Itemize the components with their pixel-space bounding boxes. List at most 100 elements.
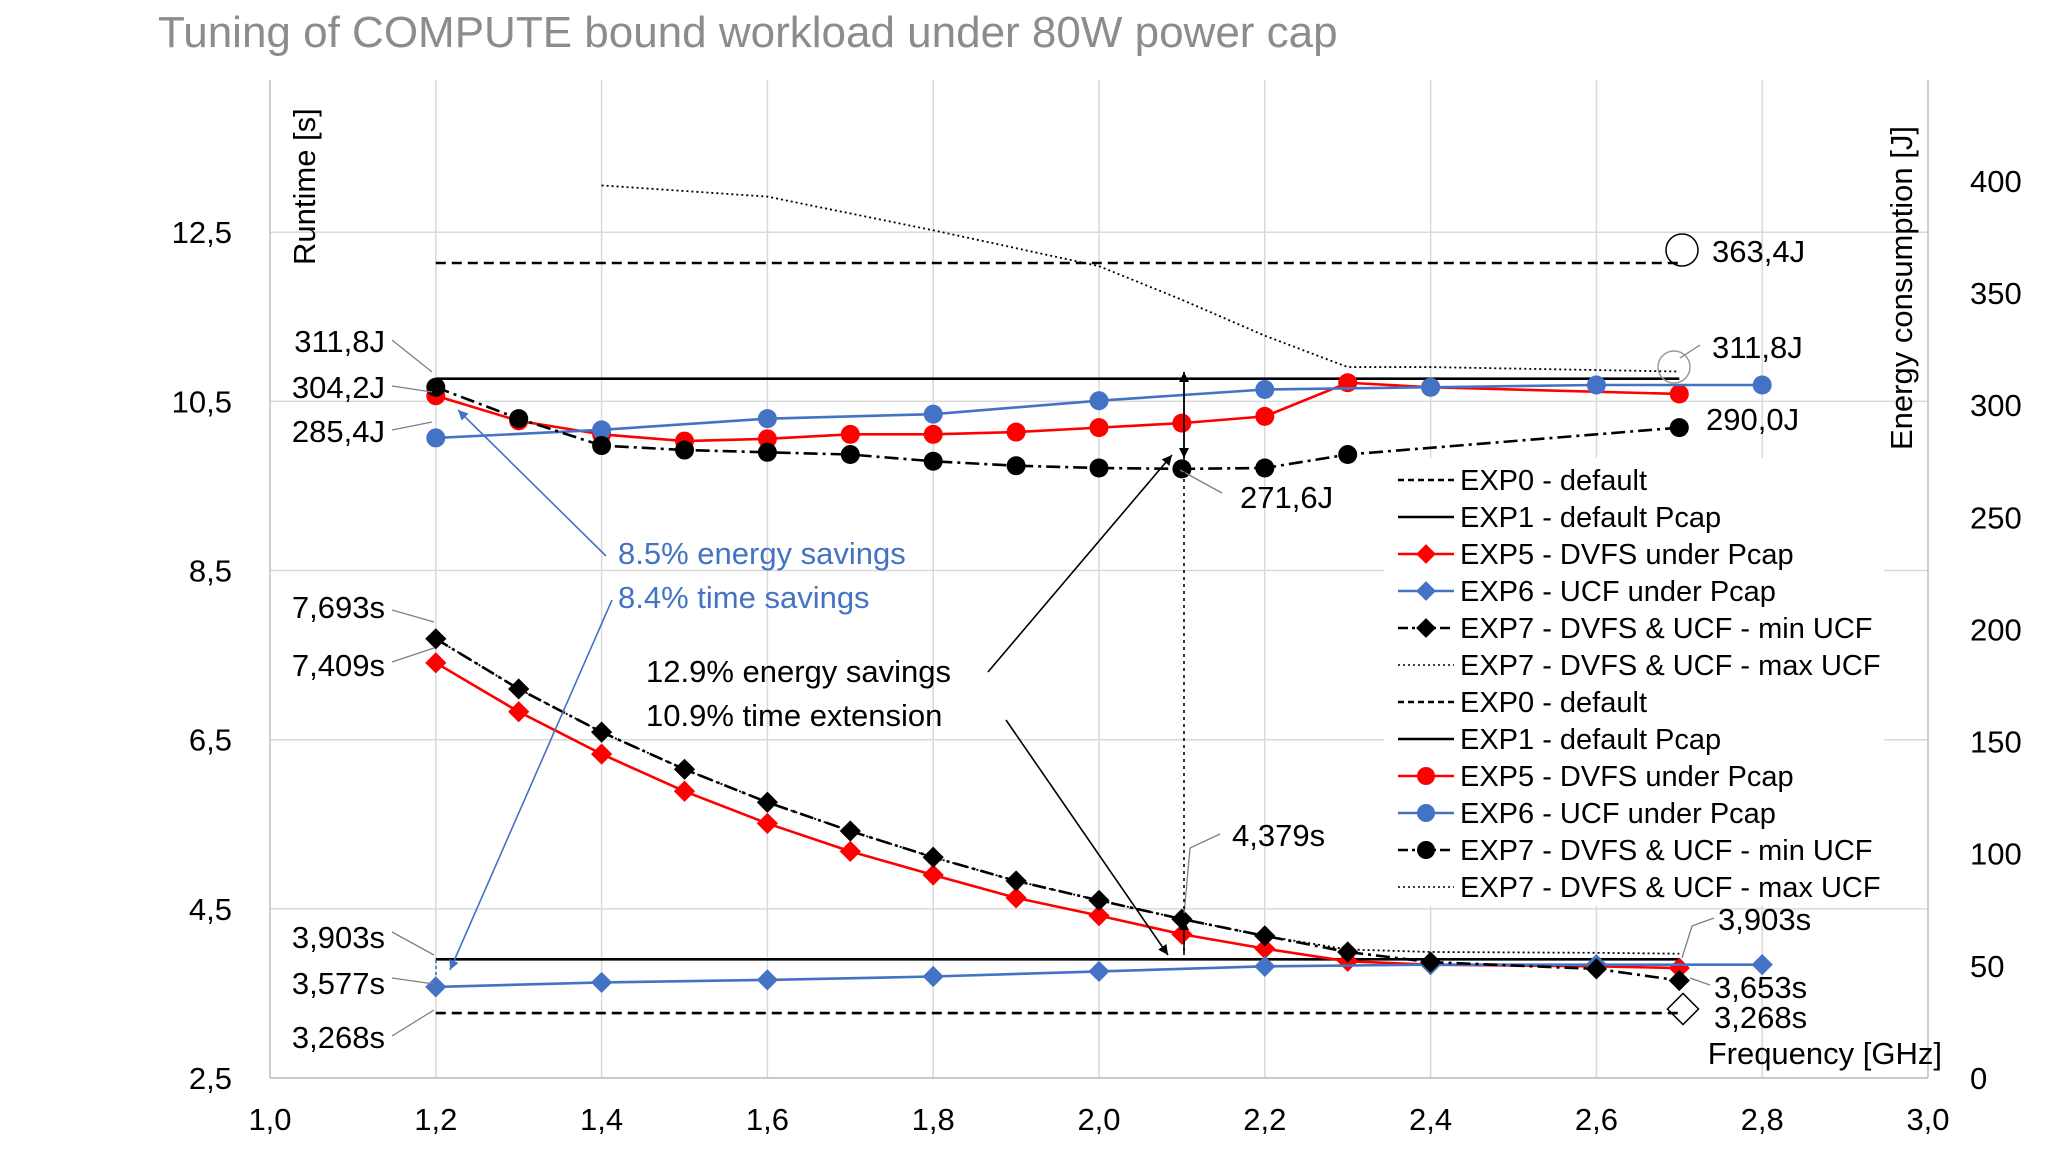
- data-point: [1006, 456, 1026, 476]
- x-tick-label: 1,4: [580, 1102, 623, 1137]
- data-point: [592, 420, 612, 440]
- data-point: [1752, 375, 1772, 395]
- data-point: [1255, 379, 1275, 399]
- legend-background: [1384, 458, 1884, 906]
- data-point: [1089, 418, 1109, 438]
- marker-circle-311: [1657, 350, 1691, 384]
- annotation-leaders: [391, 339, 1715, 1037]
- x-tick-label: 2,0: [1077, 1102, 1120, 1137]
- label-3-577s: 3,577s: [292, 966, 385, 1001]
- label-3-653s: 3,653s: [1714, 970, 1807, 1005]
- legend-swatch-marker: [1417, 767, 1435, 785]
- data-point: [1255, 458, 1275, 478]
- legend-label: EXP7 - DVFS & UCF - min UCF: [1460, 613, 1873, 645]
- series-group: [425, 184, 1773, 1015]
- label-black-energy-savings: 12.9% energy savings: [646, 654, 951, 689]
- legend-swatch-marker: [1417, 804, 1435, 822]
- series-exp5-dvfs-under-pcap: [426, 373, 1689, 451]
- label-black-time-extension: 10.9% time extension: [646, 698, 942, 733]
- series-line: [601, 184, 1680, 373]
- y2-axis-title: Energy consumption [J]: [1884, 126, 1919, 450]
- y-tick-label: 2,5: [189, 1061, 232, 1096]
- label-3-268s-right: 3,268s: [1714, 1000, 1807, 1035]
- legend-swatch-marker: [1416, 618, 1436, 638]
- label-271-6j: 271,6J: [1240, 480, 1333, 515]
- x-tick-label: 2,6: [1575, 1102, 1618, 1137]
- y-tick-label: 10,5: [172, 384, 232, 419]
- label-290-0j: 290,0J: [1706, 402, 1799, 437]
- y-tick-label: 6,5: [189, 723, 232, 758]
- legend-label: EXP1 - default Pcap: [1460, 502, 1721, 534]
- series-exp7-dvfs-ucf-max-ucf: [435, 638, 1680, 955]
- legend-swatch-marker: [1416, 581, 1436, 601]
- series-exp7-dvfs-ucf-max-ucf: [601, 184, 1680, 373]
- y-tick-label: 12,5: [172, 215, 232, 250]
- legend-label: EXP1 - default Pcap: [1460, 724, 1721, 756]
- data-point: [922, 864, 944, 886]
- marker-diamond-3268: [1666, 992, 1700, 1026]
- legend-entry: EXP7 - DVFS & UCF - min UCF: [1398, 613, 1873, 645]
- x-tick-label: 2,2: [1243, 1102, 1286, 1137]
- data-point: [1089, 391, 1109, 411]
- series-line: [435, 381, 1680, 443]
- data-point: [1338, 445, 1358, 465]
- data-point: [590, 971, 613, 994]
- series-exp6-ucf-under-pcap: [426, 375, 1772, 448]
- data-point: [1668, 969, 1690, 992]
- x-tick-label: 1,2: [414, 1102, 457, 1137]
- data-point: [757, 442, 777, 462]
- data-point: [592, 436, 612, 456]
- data-point: [1172, 413, 1192, 433]
- x-tick-label: 1,0: [248, 1102, 291, 1137]
- data-point: [1669, 384, 1689, 404]
- data-point: [426, 428, 446, 448]
- data-point: [1337, 941, 1359, 963]
- label-7-409s: 7,409s: [292, 648, 385, 683]
- marker-circle-363: [1665, 233, 1699, 267]
- legend-entry: EXP7 - DVFS & UCF - max UCF: [1398, 650, 1881, 682]
- series-line: [435, 638, 1680, 955]
- legend-entry: EXP0 - default: [1398, 687, 1647, 719]
- y2-tick-label: 150: [1970, 725, 2022, 760]
- data-point: [1586, 375, 1606, 395]
- label-285-4j: 285,4J: [292, 414, 385, 449]
- data-point: [923, 404, 943, 424]
- data-point: [839, 820, 861, 842]
- data-point: [1254, 955, 1276, 977]
- data-point: [1089, 458, 1109, 478]
- x-tick-label: 1,8: [912, 1102, 955, 1137]
- y2-tick-label: 50: [1970, 949, 2004, 984]
- label-3-903s-left: 3,903s: [292, 920, 385, 955]
- blue-arrows: [449, 409, 613, 971]
- legend-entry: EXP5 - DVFS under Pcap: [1398, 761, 1794, 793]
- label-4-379s: 4,379s: [1232, 818, 1325, 853]
- x-tick-label: 2,8: [1741, 1102, 1784, 1137]
- y2-tick-label: 0: [1970, 1061, 1987, 1096]
- legend-entry: EXP0 - default: [1398, 465, 1647, 497]
- legend-entry: EXP6 - UCF under Pcap: [1398, 798, 1776, 830]
- label-7-693s: 7,693s: [292, 590, 385, 625]
- data-point: [1421, 377, 1441, 397]
- legend-label: EXP6 - UCF under Pcap: [1460, 576, 1776, 608]
- y2-tick-label: 250: [1970, 500, 2022, 535]
- y-tick-label: 4,5: [189, 892, 232, 927]
- legend-label: EXP7 - DVFS & UCF - min UCF: [1460, 835, 1873, 867]
- data-point: [923, 451, 943, 471]
- label-blue-energy-savings: 8.5% energy savings: [618, 536, 906, 571]
- data-point: [1669, 418, 1689, 438]
- data-point: [1751, 954, 1773, 976]
- data-point: [508, 701, 530, 723]
- legend-entry: EXP6 - UCF under Pcap: [1398, 576, 1776, 608]
- data-point: [840, 445, 860, 465]
- data-point: [1088, 905, 1110, 927]
- data-point: [1005, 887, 1027, 909]
- y2-tick-label: 200: [1970, 612, 2022, 647]
- data-point: [1006, 422, 1026, 442]
- label-304-2j: 304,2J: [292, 370, 385, 405]
- label-363-4j: 363,4J: [1712, 234, 1805, 269]
- data-point: [509, 409, 529, 429]
- data-point: [1172, 459, 1192, 479]
- legend-label: EXP5 - DVFS under Pcap: [1460, 539, 1794, 571]
- data-point: [425, 976, 447, 998]
